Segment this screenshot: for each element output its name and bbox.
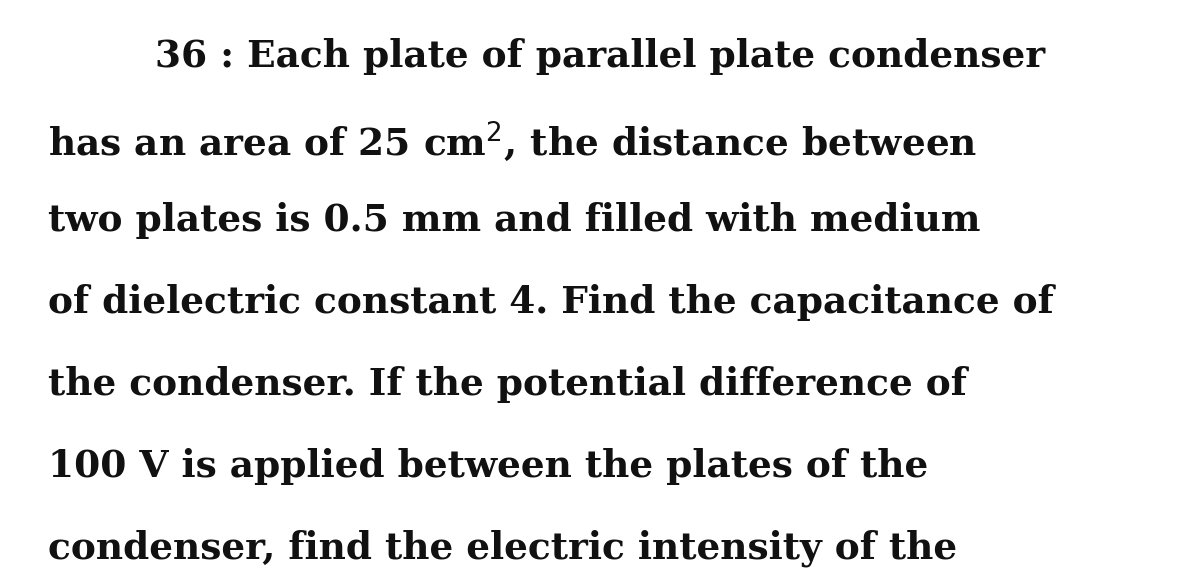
Text: the condenser. If the potential difference of: the condenser. If the potential differen… xyxy=(48,366,967,402)
Text: 36 : Each plate of parallel plate condenser: 36 : Each plate of parallel plate conden… xyxy=(155,38,1045,75)
Text: 100 V is applied between the plates of the: 100 V is applied between the plates of t… xyxy=(48,448,929,484)
Text: two plates is 0.5 mm and filled with medium: two plates is 0.5 mm and filled with med… xyxy=(48,202,980,239)
Text: of dielectric constant 4. Find the capacitance of: of dielectric constant 4. Find the capac… xyxy=(48,284,1054,321)
Text: condenser, find the electric intensity of the: condenser, find the electric intensity o… xyxy=(48,529,958,567)
Text: has an area of 25 cm$^{2}$, the distance between: has an area of 25 cm$^{2}$, the distance… xyxy=(48,120,977,164)
